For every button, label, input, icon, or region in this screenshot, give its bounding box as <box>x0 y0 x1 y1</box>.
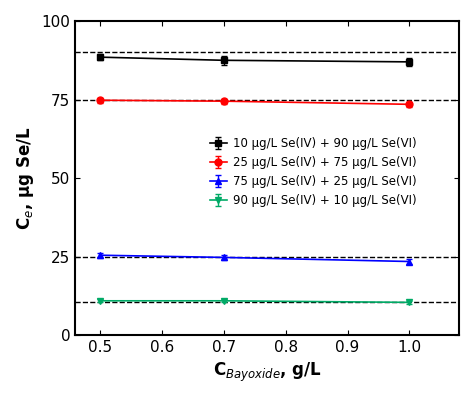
X-axis label: C$_{Bayoxide}$, g/L: C$_{Bayoxide}$, g/L <box>213 361 321 384</box>
Legend: 10 μg/L Se(IV) + 90 μg/L Se(VI), 25 μg/L Se(IV) + 75 μg/L Se(VI), 75 μg/L Se(IV): 10 μg/L Se(IV) + 90 μg/L Se(VI), 25 μg/L… <box>205 132 421 211</box>
Y-axis label: C$_{e}$, μg Se/L: C$_{e}$, μg Se/L <box>15 126 36 230</box>
